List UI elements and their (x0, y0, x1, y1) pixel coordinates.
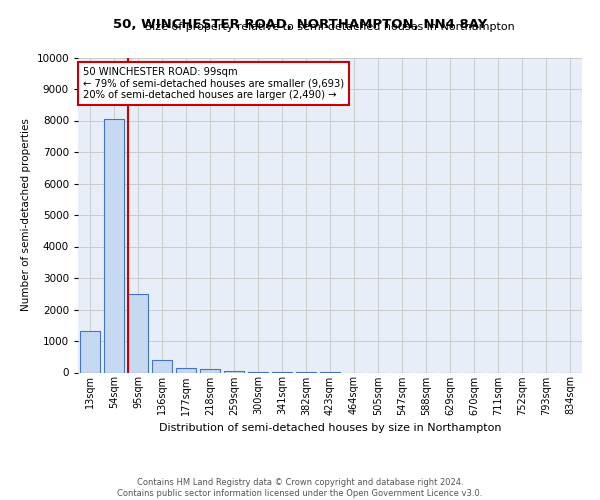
Text: 50 WINCHESTER ROAD: 99sqm
← 79% of semi-detached houses are smaller (9,693)
20% : 50 WINCHESTER ROAD: 99sqm ← 79% of semi-… (83, 67, 344, 100)
Bar (152, 360, 172, 372)
Title: Size of property relative to semi-detached houses in Northampton: Size of property relative to semi-detach… (145, 22, 515, 32)
Bar (200, 370, 220, 372)
Bar (176, 368, 196, 372)
Text: 50, WINCHESTER ROAD, NORTHAMPTON, NN4 8AY: 50, WINCHESTER ROAD, NORTHAMPTON, NN4 8A… (113, 18, 487, 30)
Bar (104, 119, 124, 372)
Y-axis label: Number of semi-detached properties: Number of semi-detached properties (21, 118, 31, 312)
Bar (224, 371, 244, 372)
Bar (128, 294, 148, 372)
Text: Contains HM Land Registry data © Crown copyright and database right 2024.
Contai: Contains HM Land Registry data © Crown c… (118, 478, 482, 498)
Bar (80, 331, 100, 372)
X-axis label: Distribution of semi-detached houses by size in Northampton: Distribution of semi-detached houses by … (159, 423, 501, 433)
